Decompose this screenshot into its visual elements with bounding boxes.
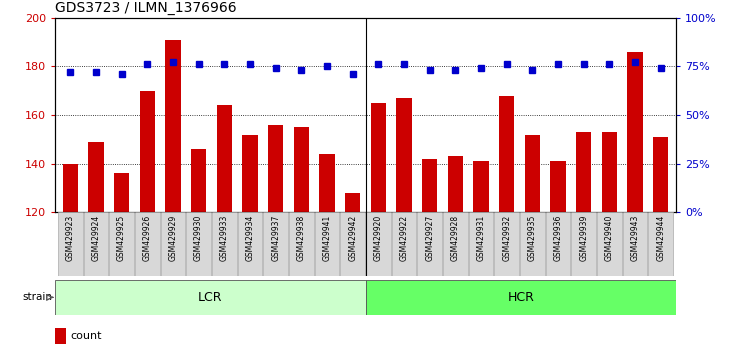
- Bar: [653, 137, 668, 212]
- FancyBboxPatch shape: [238, 212, 262, 276]
- Text: GSM429944: GSM429944: [656, 215, 665, 261]
- Bar: [474, 161, 489, 212]
- Bar: [576, 132, 591, 212]
- Bar: [165, 40, 181, 212]
- Bar: [140, 91, 155, 212]
- FancyBboxPatch shape: [289, 212, 314, 276]
- Text: strain: strain: [22, 292, 52, 302]
- Text: GSM429930: GSM429930: [194, 215, 203, 261]
- FancyBboxPatch shape: [314, 212, 339, 276]
- FancyBboxPatch shape: [263, 212, 288, 276]
- Text: HCR: HCR: [507, 291, 534, 304]
- FancyBboxPatch shape: [469, 212, 493, 276]
- FancyBboxPatch shape: [572, 212, 596, 276]
- FancyBboxPatch shape: [417, 212, 442, 276]
- Text: GSM429923: GSM429923: [66, 215, 75, 261]
- Text: GSM429940: GSM429940: [605, 215, 614, 261]
- Bar: [525, 135, 540, 212]
- FancyBboxPatch shape: [58, 212, 83, 276]
- FancyBboxPatch shape: [186, 212, 211, 276]
- Text: GSM429935: GSM429935: [528, 215, 537, 261]
- FancyBboxPatch shape: [135, 212, 159, 276]
- Bar: [55, 280, 366, 315]
- Text: GSM429933: GSM429933: [220, 215, 229, 261]
- Text: GSM429943: GSM429943: [631, 215, 640, 261]
- Text: GSM429920: GSM429920: [374, 215, 383, 261]
- Text: GSM429929: GSM429929: [168, 215, 178, 261]
- Bar: [447, 156, 463, 212]
- FancyBboxPatch shape: [648, 212, 673, 276]
- FancyBboxPatch shape: [212, 212, 237, 276]
- Bar: [422, 159, 437, 212]
- Bar: [345, 193, 360, 212]
- Text: GSM429926: GSM429926: [143, 215, 152, 261]
- Bar: [191, 149, 206, 212]
- Bar: [55, 328, 66, 344]
- Bar: [242, 135, 257, 212]
- Text: LCR: LCR: [198, 291, 222, 304]
- FancyBboxPatch shape: [161, 212, 185, 276]
- Text: GSM429927: GSM429927: [425, 215, 434, 261]
- Text: GSM429941: GSM429941: [322, 215, 331, 261]
- FancyBboxPatch shape: [341, 212, 365, 276]
- Text: GSM429934: GSM429934: [246, 215, 254, 261]
- Text: count: count: [70, 331, 102, 341]
- FancyBboxPatch shape: [520, 212, 545, 276]
- Text: GSM429938: GSM429938: [297, 215, 306, 261]
- Bar: [366, 280, 676, 315]
- Bar: [88, 142, 104, 212]
- Text: GSM429924: GSM429924: [91, 215, 100, 261]
- FancyBboxPatch shape: [494, 212, 519, 276]
- Bar: [396, 98, 412, 212]
- FancyBboxPatch shape: [597, 212, 622, 276]
- Text: GSM429942: GSM429942: [348, 215, 357, 261]
- Text: GSM429928: GSM429928: [451, 215, 460, 261]
- Text: GSM429937: GSM429937: [271, 215, 280, 261]
- FancyBboxPatch shape: [109, 212, 134, 276]
- FancyBboxPatch shape: [366, 212, 390, 276]
- Bar: [216, 105, 232, 212]
- Bar: [627, 52, 643, 212]
- Bar: [319, 154, 335, 212]
- Bar: [294, 127, 309, 212]
- Bar: [499, 96, 515, 212]
- Bar: [63, 164, 78, 212]
- Bar: [602, 132, 617, 212]
- Text: GSM429939: GSM429939: [579, 215, 588, 261]
- Bar: [268, 125, 284, 212]
- Bar: [114, 173, 129, 212]
- FancyBboxPatch shape: [623, 212, 648, 276]
- Text: GSM429936: GSM429936: [553, 215, 563, 261]
- FancyBboxPatch shape: [392, 212, 417, 276]
- Bar: [371, 103, 386, 212]
- FancyBboxPatch shape: [546, 212, 570, 276]
- Text: GDS3723 / ILMN_1376966: GDS3723 / ILMN_1376966: [55, 1, 236, 15]
- FancyBboxPatch shape: [443, 212, 468, 276]
- Text: GSM429931: GSM429931: [477, 215, 485, 261]
- Text: GSM429922: GSM429922: [400, 215, 409, 261]
- Text: GSM429932: GSM429932: [502, 215, 511, 261]
- Bar: [550, 161, 566, 212]
- Text: GSM429925: GSM429925: [117, 215, 126, 261]
- FancyBboxPatch shape: [83, 212, 108, 276]
